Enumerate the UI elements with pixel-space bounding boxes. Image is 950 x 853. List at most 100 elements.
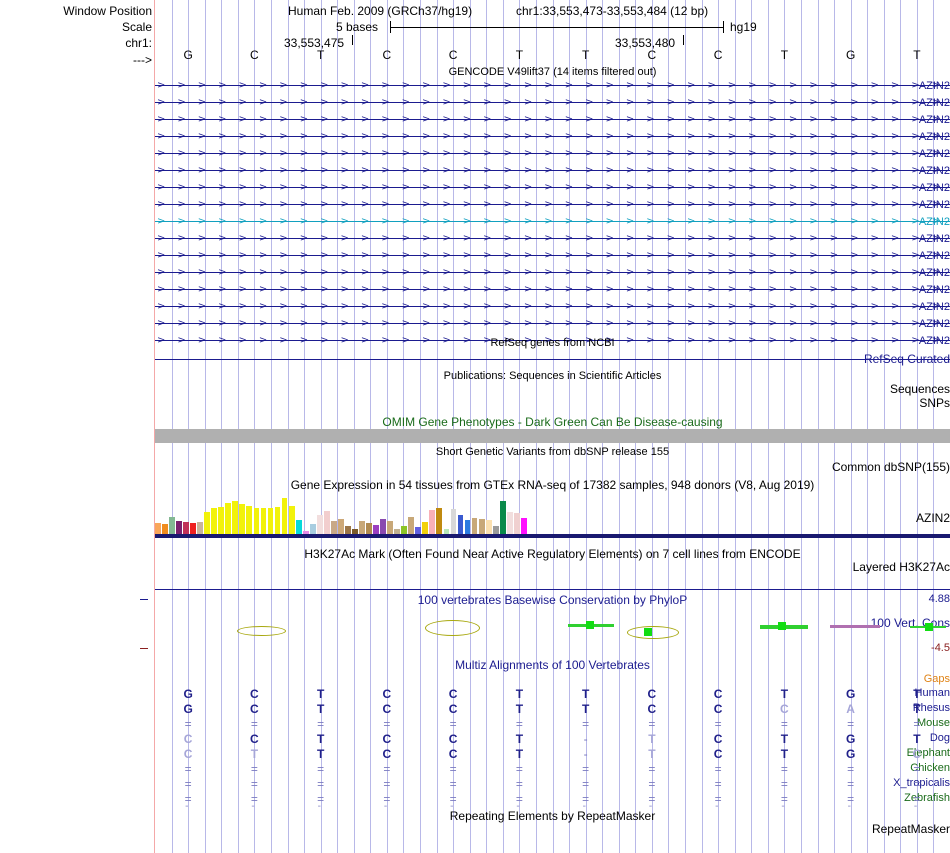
gtex-tissue-bar[interactable]: [176, 521, 182, 534]
gaps-label[interactable]: Gaps: [923, 673, 950, 685]
dbsnp-label[interactable]: Common dbSNP(155): [831, 460, 950, 474]
gtex-tissue-bar[interactable]: [204, 512, 211, 534]
gtex-tissue-bar[interactable]: [422, 522, 429, 534]
alignment-species-label[interactable]: Rhesus: [912, 702, 950, 714]
gtex-expression-chart[interactable]: [155, 493, 950, 539]
gtex-tissue-bar[interactable]: [506, 512, 513, 534]
gencode-gene-label[interactable]: AZIN2: [918, 131, 950, 143]
gencode-gene-row[interactable]: > > > > > > > > > > > > > > > > > > > > > > > > > > > > > > > > > > > > > > >: [155, 301, 950, 312]
gtex-tissue-bar[interactable]: [302, 531, 309, 534]
alignment-species-label[interactable]: X_tropicalis: [893, 777, 950, 789]
gtex-tissue-bar[interactable]: [225, 503, 232, 534]
omim-gene-bar[interactable]: [155, 429, 950, 443]
gtex-tissue-bar[interactable]: [373, 525, 379, 534]
gencode-gene-row[interactable]: > > > > > > > > > > > > > > > > > > > > > > > > > > > > > > > > > > > > > > >: [155, 80, 950, 91]
gtex-tissue-bar[interactable]: [359, 521, 365, 534]
gencode-gene-label[interactable]: AZIN2: [918, 165, 950, 177]
gencode-gene-row[interactable]: > > > > > > > > > > > > > > > > > > > > > > > > > > > > > > > > > > > > > > >: [155, 148, 950, 159]
publications-label-sequences[interactable]: Sequences: [889, 382, 950, 396]
gtex-tissue-bar[interactable]: [520, 518, 527, 534]
gencode-gene-label[interactable]: AZIN2: [918, 233, 950, 245]
gtex-tissue-bar[interactable]: [155, 523, 161, 534]
gencode-gene-row[interactable]: > > > > > > > > > > > > > > > > > > > > > > > > > > > > > > > > > > > > > > >: [155, 233, 950, 244]
gtex-tissue-bar[interactable]: [246, 506, 253, 534]
gtex-tissue-bar[interactable]: [211, 508, 218, 534]
alignment-species-label[interactable]: Human: [914, 687, 950, 699]
gtex-tissue-bar[interactable]: [288, 506, 295, 534]
alignment-species-label[interactable]: Zebrafish: [904, 792, 950, 804]
gencode-gene-label[interactable]: AZIN2: [918, 114, 950, 126]
gtex-tissue-bar[interactable]: [330, 521, 337, 534]
gtex-tissue-bar[interactable]: [429, 510, 436, 534]
gtex-tissue-bar[interactable]: [387, 521, 394, 534]
gencode-gene-row[interactable]: > > > > > > > > > > > > > > > > > > > > > > > > > > > > > > > > > > > > > > >: [155, 131, 950, 142]
gencode-gene-label[interactable]: AZIN2: [918, 97, 950, 109]
gencode-gene-label[interactable]: AZIN2: [918, 148, 950, 160]
gtex-tissue-bar[interactable]: [478, 519, 485, 534]
gtex-tissue-bar[interactable]: [436, 508, 443, 534]
gencode-gene-row[interactable]: > > > > > > > > > > > > > > > > > > > > > > > > > > > > > > > > > > > > > > >: [155, 216, 950, 227]
gencode-gene-row[interactable]: > > > > > > > > > > > > > > > > > > > > > > > > > > > > > > > > > > > > > > >: [155, 182, 950, 193]
gencode-gene-label[interactable]: AZIN2: [918, 335, 950, 347]
gencode-gene-label[interactable]: AZIN2: [918, 318, 950, 330]
repeatmasker-label[interactable]: RepeatMasker: [871, 822, 950, 836]
gtex-tissue-bar[interactable]: [366, 523, 372, 534]
gtex-tissue-bar[interactable]: [457, 515, 464, 534]
gtex-tissue-bar[interactable]: [316, 515, 323, 534]
gtex-tissue-bar[interactable]: [499, 501, 506, 534]
gtex-tissue-bar[interactable]: [337, 519, 344, 534]
gtex-tissue-bar[interactable]: [380, 519, 386, 534]
alignment-species-label[interactable]: Chicken: [910, 762, 950, 774]
gtex-tissue-bar[interactable]: [162, 524, 168, 534]
gencode-gene-row[interactable]: > > > > > > > > > > > > > > > > > > > > > > > > > > > > > > > > > > > > > > >: [155, 97, 950, 108]
gtex-tissue-bar[interactable]: [274, 507, 281, 534]
gtex-tissue-bar[interactable]: [408, 517, 415, 534]
publications-label-snps[interactable]: SNPs: [919, 396, 950, 410]
gencode-gene-row[interactable]: > > > > > > > > > > > > > > > > > > > > > > > > > > > > > > > > > > > > > > >: [155, 165, 950, 176]
gtex-tissue-bar[interactable]: [169, 517, 175, 534]
gtex-tissue-bar[interactable]: [464, 520, 471, 534]
gtex-tissue-bar[interactable]: [485, 520, 492, 534]
gtex-tissue-bar[interactable]: [309, 524, 316, 534]
alignment-species-label[interactable]: Dog: [929, 732, 950, 744]
alignment-species-label[interactable]: Mouse: [916, 717, 950, 729]
gencode-gene-label[interactable]: AZIN2: [918, 250, 950, 262]
gtex-tissue-bar[interactable]: [527, 531, 534, 534]
gencode-gene-label[interactable]: AZIN2: [918, 182, 950, 194]
gtex-tissue-bar[interactable]: [401, 526, 408, 534]
gtex-tissue-bar[interactable]: [415, 527, 422, 534]
gtex-tissue-bar[interactable]: [450, 509, 457, 534]
gencode-gene-row[interactable]: > > > > > > > > > > > > > > > > > > > > > > > > > > > > > > > > > > > > > > >: [155, 267, 950, 278]
gtex-tissue-bar[interactable]: [492, 526, 499, 534]
gencode-gene-label[interactable]: AZIN2: [918, 199, 950, 211]
gencode-gene-label[interactable]: AZIN2: [918, 80, 950, 92]
gencode-gene-row[interactable]: > > > > > > > > > > > > > > > > > > > > > > > > > > > > > > > > > > > > > > >: [155, 284, 950, 295]
gencode-gene-row[interactable]: > > > > > > > > > > > > > > > > > > > > > > > > > > > > > > > > > > > > > > >: [155, 114, 950, 125]
gencode-gene-row[interactable]: > > > > > > > > > > > > > > > > > > > > > > > > > > > > > > > > > > > > > > >: [155, 250, 950, 261]
gtex-tissue-bar[interactable]: [218, 507, 225, 534]
gtex-tissue-bar[interactable]: [267, 508, 274, 534]
gtex-tissue-bar[interactable]: [295, 520, 302, 534]
gencode-gene-label[interactable]: AZIN2: [918, 267, 950, 279]
gencode-gene-row[interactable]: > > > > > > > > > > > > > > > > > > > > > > > > > > > > > > > > > > > > > > >: [155, 318, 950, 329]
gtex-tissue-bar[interactable]: [513, 513, 520, 534]
gtex-tissue-bar[interactable]: [260, 508, 267, 534]
h3k27ac-label[interactable]: Layered H3K27Ac: [852, 560, 950, 574]
gencode-gene-label[interactable]: AZIN2: [918, 216, 950, 228]
gtex-tissue-bar[interactable]: [352, 529, 358, 534]
gtex-tissue-bar[interactable]: [281, 498, 288, 534]
gtex-tissue-bar[interactable]: [253, 508, 260, 534]
gencode-gene-label[interactable]: AZIN2: [918, 301, 950, 313]
gencode-gene-row[interactable]: > > > > > > > > > > > > > > > > > > > > > > > > > > > > > > > > > > > > > > >: [155, 199, 950, 210]
gtex-tissue-bar[interactable]: [232, 501, 239, 534]
gtex-tissue-bar[interactable]: [323, 511, 330, 534]
gtex-tissue-bar[interactable]: [443, 529, 450, 534]
gtex-tissue-bar[interactable]: [471, 518, 478, 534]
gtex-tissue-bar[interactable]: [394, 529, 401, 534]
alignment-species-label[interactable]: Elephant: [906, 747, 950, 759]
gencode-gene-row[interactable]: > > > > > > > > > > > > > > > > > > > > > > > > > > > > > > > > > > > > > > >: [155, 335, 950, 346]
gtex-label[interactable]: AZIN2: [915, 511, 950, 525]
gtex-tissue-bar[interactable]: [190, 523, 196, 534]
gtex-tissue-bar[interactable]: [197, 522, 204, 534]
gencode-gene-label[interactable]: AZIN2: [918, 284, 950, 296]
